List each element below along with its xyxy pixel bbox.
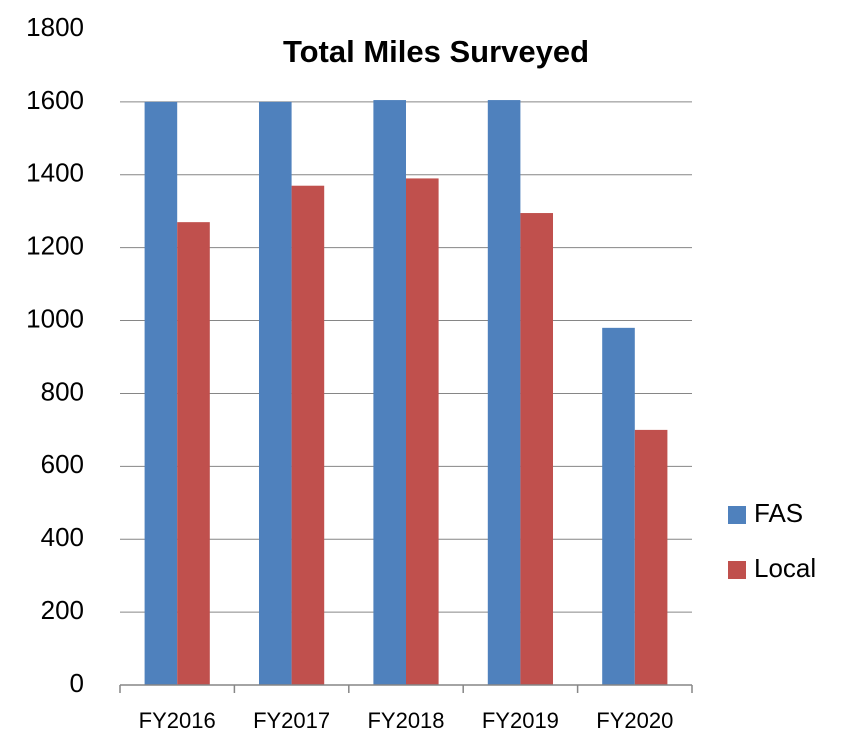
y-tick-label: 1000: [26, 303, 84, 333]
x-tick-label: FY2020: [596, 708, 673, 733]
x-tick-label: FY2018: [367, 708, 444, 733]
bar: [373, 100, 406, 686]
y-tick-label: 1400: [26, 158, 84, 188]
legend-label: Local: [754, 553, 816, 583]
y-tick-label: 400: [41, 522, 84, 552]
y-tick-label: 1600: [26, 85, 84, 115]
legend-swatch: [728, 506, 746, 524]
y-tick-label: 200: [41, 595, 84, 625]
bar: [177, 222, 210, 685]
x-tick-label: FY2016: [139, 708, 216, 733]
legend-swatch: [728, 561, 746, 579]
legend-label: FAS: [754, 498, 803, 528]
bar: [258, 101, 292, 685]
bar: [602, 327, 635, 685]
y-tick-label: 1800: [26, 12, 84, 42]
chart-title: Total Miles Surveyed: [283, 34, 589, 69]
x-tick-label: FY2017: [253, 708, 330, 733]
y-tick-label: 0: [70, 668, 84, 698]
y-tick-label: 800: [41, 376, 84, 406]
y-tick-label: 600: [41, 449, 84, 479]
bar: [291, 185, 325, 685]
bar: [634, 429, 668, 685]
y-tick-label: 1200: [26, 231, 84, 261]
bar: [520, 213, 554, 686]
bar: [144, 101, 178, 685]
bar: [406, 178, 439, 685]
bar: [487, 100, 521, 686]
x-tick-label: FY2019: [482, 708, 559, 733]
